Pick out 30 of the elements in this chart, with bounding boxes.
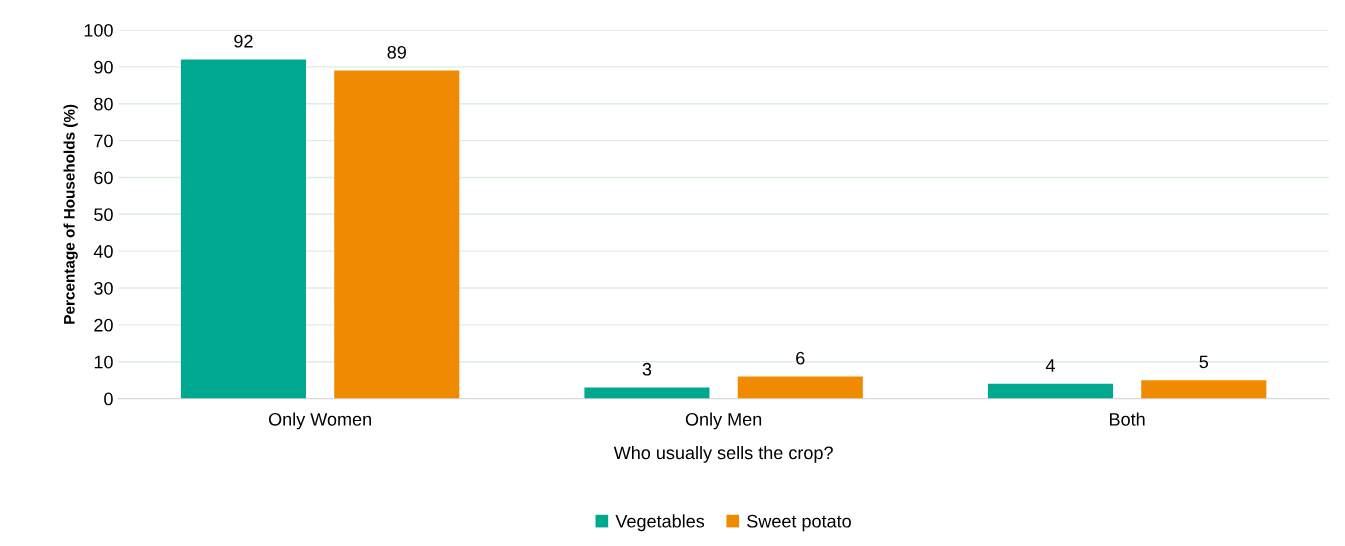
legend-label: Vegetables — [615, 514, 705, 532]
y-tick-label: 60 — [94, 171, 113, 185]
y-tick-label: 80 — [94, 97, 113, 111]
y-tick-label: 90 — [94, 60, 113, 74]
bar — [737, 376, 863, 399]
y-tick-label: 10 — [94, 355, 113, 369]
bar — [1141, 380, 1267, 399]
bar — [987, 383, 1113, 399]
data-label: 3 — [642, 362, 652, 376]
y-tick-label: 40 — [93, 245, 113, 258]
x-tick-label: Both — [1110, 412, 1145, 426]
bar — [334, 70, 460, 399]
x-tick-label: Only Women — [268, 412, 371, 430]
data-label: 6 — [796, 351, 805, 365]
x-tick-label: Only Men — [685, 412, 762, 430]
data-label: 89 — [387, 45, 406, 59]
data-label: 92 — [234, 34, 253, 48]
bar — [584, 387, 710, 399]
y-tick-label: 0 — [104, 392, 113, 406]
y-axis-title: Percentage of Households (%) — [63, 104, 78, 324]
data-label: 4 — [1045, 359, 1055, 372]
y-tick-label: 70 — [94, 134, 113, 148]
data-label: 5 — [1199, 355, 1209, 369]
legend-label: Sweet potato — [747, 514, 851, 532]
x-axis-title: Who usually sells the crop? — [613, 445, 833, 463]
bar — [180, 59, 306, 399]
y-tick-label: 50 — [94, 208, 113, 222]
y-tick-label: 100 — [84, 23, 113, 37]
y-tick-label: 30 — [94, 281, 113, 295]
y-tick-label: 20 — [94, 318, 113, 332]
